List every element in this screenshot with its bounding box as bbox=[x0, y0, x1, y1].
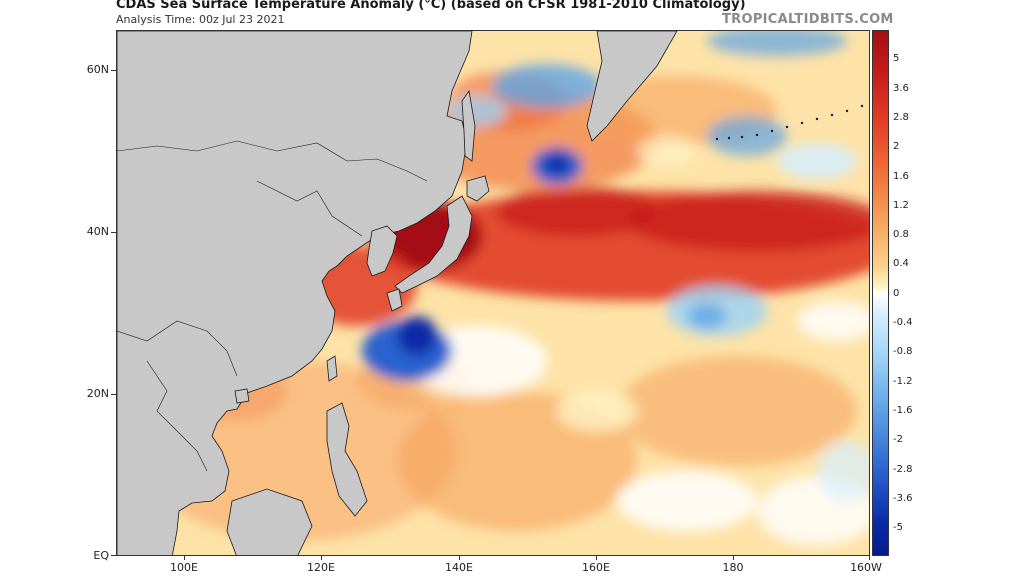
anomaly-map bbox=[116, 30, 870, 556]
x-tick bbox=[184, 556, 185, 560]
colorbar-label: 2.8 bbox=[893, 112, 909, 123]
x-label-120e: 120E bbox=[307, 561, 335, 574]
colorbar-label: 5 bbox=[893, 53, 900, 64]
x-tick bbox=[733, 556, 734, 560]
colorbar-label: -1.2 bbox=[893, 376, 913, 387]
y-label-eq: EQ bbox=[93, 549, 109, 562]
colorbar-label: 3.6 bbox=[893, 83, 909, 94]
colorbar-label: -0.8 bbox=[893, 346, 913, 357]
colorbar-label: 0.8 bbox=[893, 229, 909, 240]
x-label-100e: 100E bbox=[170, 561, 198, 574]
map-canvas bbox=[117, 31, 869, 555]
y-label-20n: 20N bbox=[86, 387, 109, 400]
analysis-time: Analysis Time: 00z Jul 23 2021 bbox=[116, 13, 285, 26]
colorbar-label: 2 bbox=[893, 141, 900, 152]
korea-peninsula bbox=[366, 225, 398, 277]
colorbar-label: -3.6 bbox=[893, 493, 913, 504]
colorbar-label: -2.8 bbox=[893, 464, 913, 475]
x-tick bbox=[596, 556, 597, 560]
anomaly-field bbox=[137, 31, 869, 546]
x-label-140e: 140E bbox=[445, 561, 473, 574]
kamchatka-peninsula bbox=[586, 31, 678, 142]
asia-mainland bbox=[117, 31, 473, 555]
philippines bbox=[326, 402, 368, 517]
taiwan-island bbox=[326, 355, 338, 382]
map-title: CDAS Sea Surface Temperature Anomaly (°C… bbox=[116, 0, 746, 12]
x-tick bbox=[459, 556, 460, 560]
x-tick bbox=[321, 556, 322, 560]
y-tick bbox=[111, 232, 116, 233]
x-label-180: 180 bbox=[722, 561, 744, 574]
colorbar-label: 0.4 bbox=[893, 258, 909, 269]
y-tick bbox=[111, 70, 116, 71]
japan-hokkaido bbox=[466, 175, 490, 202]
japan-honshu bbox=[394, 195, 473, 294]
colorbar-label: -5 bbox=[893, 522, 903, 533]
hainan-island bbox=[234, 388, 250, 404]
y-label-40n: 40N bbox=[86, 225, 109, 238]
y-tick bbox=[111, 555, 116, 556]
colorbar-label: -0.4 bbox=[893, 317, 913, 328]
land bbox=[117, 31, 678, 555]
aleutian-islands bbox=[715, 104, 864, 141]
x-tick bbox=[869, 556, 870, 560]
japan-kyushu bbox=[386, 288, 403, 312]
y-tick bbox=[111, 394, 116, 395]
colorbar-label: 0 bbox=[893, 288, 900, 299]
y-label-60n: 60N bbox=[86, 63, 109, 76]
colorbar-label: -2 bbox=[893, 434, 903, 445]
borneo bbox=[226, 488, 313, 555]
x-label-160w: 160W bbox=[850, 561, 882, 574]
colorbar-label: 1.6 bbox=[893, 171, 909, 182]
sakhalin-island bbox=[461, 89, 476, 162]
colorbar bbox=[872, 30, 889, 556]
x-label-160e: 160E bbox=[582, 561, 610, 574]
country-borders bbox=[117, 140, 428, 472]
colorbar-label: -1.6 bbox=[893, 405, 913, 416]
colorbar-label: 1.2 bbox=[893, 200, 909, 211]
site-watermark: TROPICALTIDBITS.COM bbox=[722, 12, 894, 27]
